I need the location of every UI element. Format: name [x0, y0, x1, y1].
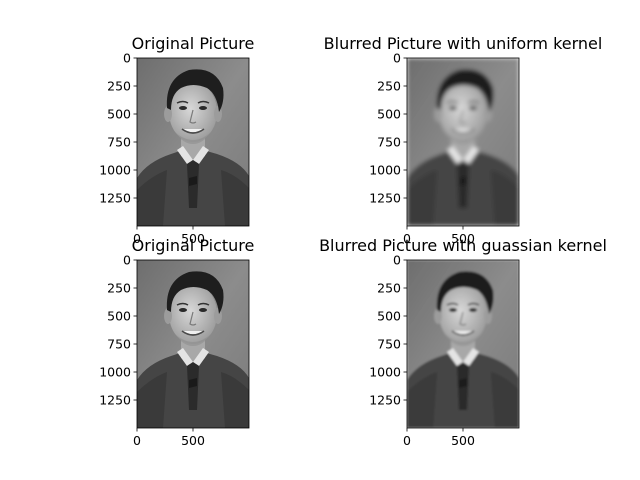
- y-tick-label: 1000: [99, 163, 131, 178]
- x-tick-label: 0: [403, 433, 411, 448]
- y-tick-label: 750: [107, 135, 131, 150]
- y-tick-label: 250: [377, 281, 401, 296]
- y-tick-label: 500: [377, 309, 401, 324]
- image-panel-4: Blurred Picture with guassian kernel0250…: [319, 236, 607, 448]
- x-tick-label: 500: [181, 231, 205, 246]
- y-tick-label: 1250: [369, 393, 401, 408]
- x-tick-label: 500: [451, 433, 475, 448]
- portrait-image: [137, 58, 249, 226]
- y-tick-label: 1250: [99, 191, 131, 206]
- title-blurred-uniform: Blurred Picture with uniform kernel: [324, 34, 603, 53]
- x-tick-label: 0: [403, 231, 411, 246]
- x-tick-label: 0: [133, 433, 141, 448]
- y-tick-label: 1250: [369, 191, 401, 206]
- y-tick-label: 500: [107, 309, 131, 324]
- y-tick-label: 500: [107, 107, 131, 122]
- y-tick-label: 750: [107, 337, 131, 352]
- y-tick-label: 1250: [99, 393, 131, 408]
- portrait-image: [407, 58, 519, 226]
- portrait-image: [407, 260, 519, 428]
- y-tick-label: 250: [107, 281, 131, 296]
- title-original-top: Original Picture: [132, 34, 255, 53]
- y-tick-label: 1000: [99, 365, 131, 380]
- y-tick-label: 750: [377, 135, 401, 150]
- x-tick-label: 500: [181, 433, 205, 448]
- y-tick-label: 500: [377, 107, 401, 122]
- x-tick-label: 500: [451, 231, 475, 246]
- y-tick-label: 1000: [369, 163, 401, 178]
- title-blurred-gaussian: Blurred Picture with guassian kernel: [319, 236, 607, 255]
- title-original-bottom: Original Picture: [132, 236, 255, 255]
- y-tick-label: 0: [393, 253, 401, 268]
- y-tick-label: 250: [107, 79, 131, 94]
- y-tick-label: 750: [377, 337, 401, 352]
- y-tick-label: 1000: [369, 365, 401, 380]
- portrait-image: [137, 260, 249, 428]
- y-tick-label: 0: [123, 51, 131, 66]
- y-tick-label: 0: [393, 51, 401, 66]
- x-tick-label: 0: [133, 231, 141, 246]
- image-panel-2: Blurred Picture with uniform kernel02505…: [324, 34, 603, 246]
- y-tick-label: 0: [123, 253, 131, 268]
- y-tick-label: 250: [377, 79, 401, 94]
